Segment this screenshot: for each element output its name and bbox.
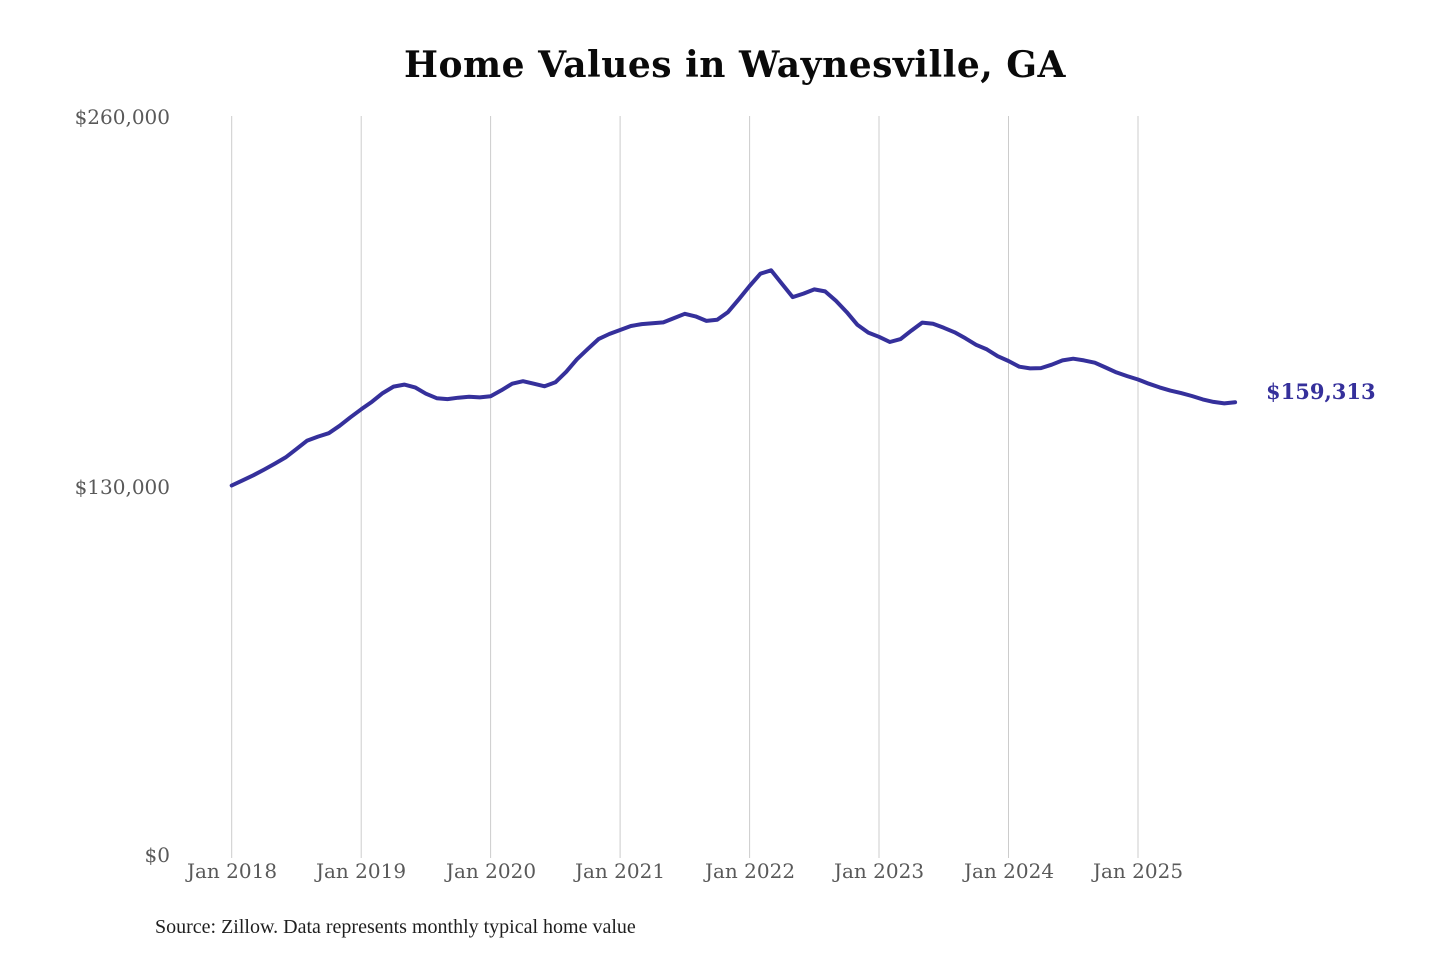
home-value-line xyxy=(229,268,1238,488)
y-tick-0: $0 xyxy=(144,843,170,867)
y-tick-260000: $260,000 xyxy=(74,105,170,129)
y-axis: $260,000 $130,000 $0 xyxy=(0,0,170,960)
chart-title: Home Values in Waynesville, GA xyxy=(404,44,1066,86)
y-tick-130000: $130,000 xyxy=(74,475,170,499)
latest-value-label: $159,313 xyxy=(1266,379,1376,404)
gridlines xyxy=(231,116,1139,858)
source-note: Source: Zillow. Data represents monthly … xyxy=(155,916,636,938)
